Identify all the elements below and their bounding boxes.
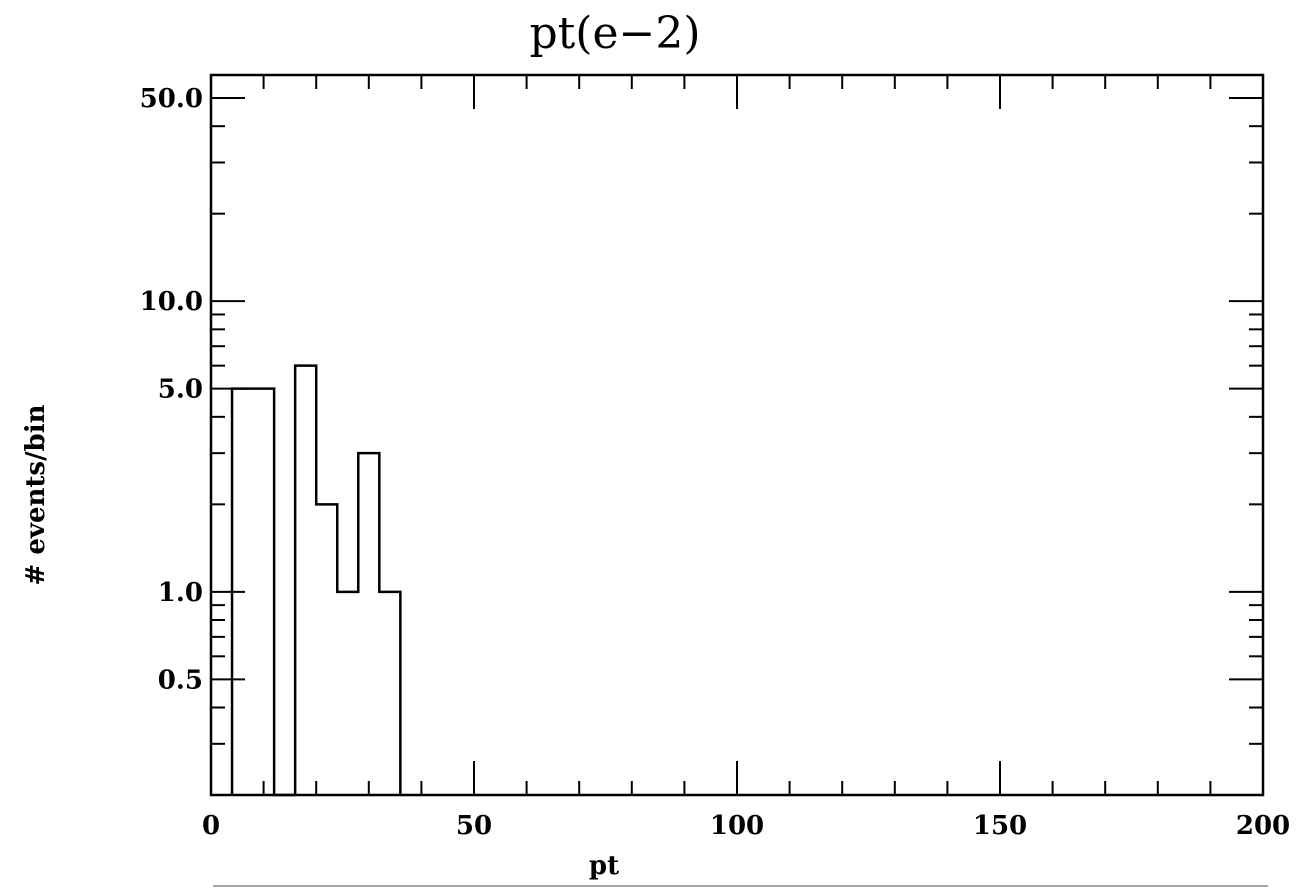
- histogram-series: [230, 364, 402, 797]
- y-tick-labels: 0.5 1.0 5.0 10.0 50.0: [140, 84, 203, 695]
- y-tick-label: 1.0: [158, 578, 203, 608]
- x-tick-labels: 0 50 100 150 200: [202, 811, 1290, 841]
- x-tick-label: 0: [202, 811, 220, 841]
- x-axis-label: pt: [589, 851, 619, 881]
- x-tick-label: 50: [456, 811, 492, 841]
- y-tick-label: 5.0: [158, 375, 203, 405]
- y-tick-label: 10.0: [140, 287, 203, 317]
- chart-title: pt(e−2): [529, 8, 700, 59]
- y-tick-label: 0.5: [158, 665, 203, 695]
- x-tick-label: 100: [710, 811, 764, 841]
- axis-ticks: [210, 74, 1264, 796]
- plot-frame: [209, 73, 1265, 797]
- y-tick-label: 50.0: [140, 84, 203, 114]
- x-tick-label: 150: [973, 811, 1027, 841]
- y-axis-label: # events/bin: [21, 404, 51, 585]
- x-tick-label: 200: [1236, 811, 1290, 841]
